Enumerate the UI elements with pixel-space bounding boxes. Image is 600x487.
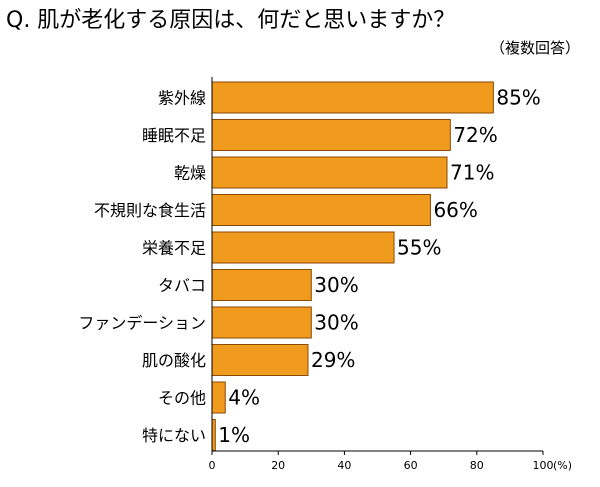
bar [211, 119, 451, 151]
category-label: 紫外線 [158, 89, 206, 108]
category-label: 睡眠不足 [142, 126, 206, 145]
value-label: 30% [314, 273, 358, 297]
value-label: 1% [218, 423, 250, 447]
category-label: 特にない [142, 426, 206, 445]
value-label: 85% [496, 86, 540, 110]
bar [211, 194, 431, 226]
x-tick-label: 20 [271, 459, 285, 472]
category-label: タバコ [158, 276, 206, 295]
x-tick-label: 60 [404, 459, 418, 472]
bar [211, 231, 395, 264]
bar [211, 306, 312, 339]
value-label: 30% [314, 311, 358, 335]
bar [211, 156, 448, 189]
value-label: 55% [397, 236, 441, 260]
category-label: 乾燥 [174, 164, 206, 183]
bar [211, 344, 309, 376]
bar [211, 381, 226, 414]
value-label: 29% [311, 348, 355, 372]
bar [211, 81, 494, 114]
page-title: Q. 肌が老化する原因は、何だと思いますか？ [6, 8, 456, 33]
value-label: 66% [433, 198, 477, 222]
value-label: 4% [228, 386, 260, 410]
page-subtitle: （複数回答） [489, 39, 580, 57]
category-label: ファンデーション [78, 314, 206, 333]
x-tick-label: 40 [337, 459, 351, 472]
x-tick-label: 80 [470, 459, 484, 472]
bar [211, 269, 312, 301]
x-tick-label: 0 [209, 459, 216, 472]
category-label: その他 [158, 389, 206, 408]
x-tick-label: 100 [533, 459, 554, 472]
x-unit-label: (%) [553, 459, 572, 472]
category-label: 不規則な食生活 [94, 201, 206, 220]
category-label: 栄養不足 [142, 239, 206, 258]
value-label: 71% [450, 161, 494, 185]
category-label: 肌の酸化 [142, 351, 206, 370]
value-label: 72% [453, 123, 497, 147]
